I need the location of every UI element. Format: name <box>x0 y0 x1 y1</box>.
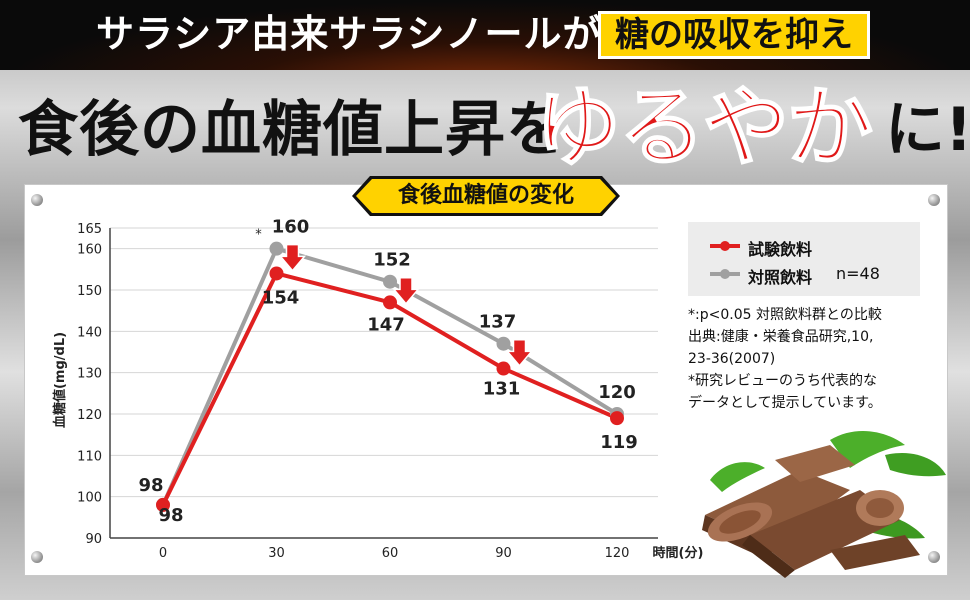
salacia-bark-image <box>702 430 946 578</box>
data-label-control: 120 <box>598 382 636 403</box>
y-tick-label: 150 <box>77 284 102 299</box>
badge-label: 食後血糖値の変化 <box>397 183 574 208</box>
data-label-control: 160 <box>272 217 310 238</box>
note-line: *:p<0.05 対照飲料群との比較 <box>688 307 882 323</box>
x-tick-label: 120 <box>605 546 630 561</box>
legend-test-dot <box>720 241 730 251</box>
data-label-control: 98 <box>138 475 163 496</box>
x-tick-label: 60 <box>382 546 399 561</box>
headline-accent: ゆるやか <box>534 77 874 179</box>
data-point-control <box>269 241 284 256</box>
legend: 試験飲料 対照飲料 n=48 <box>688 222 920 296</box>
data-point-control <box>383 274 397 289</box>
data-label-test: 98 <box>158 505 183 526</box>
banner-highlight: 糖の吸収を抑え <box>598 11 870 59</box>
note-line: *研究レビューのうち代表的な <box>688 373 877 389</box>
data-point-test <box>496 361 511 376</box>
data-point-test <box>383 295 397 310</box>
y-tick-label: 130 <box>77 367 102 382</box>
legend-markers <box>710 241 740 279</box>
legend-control-dot <box>720 269 730 279</box>
y-tick-label: 140 <box>77 325 102 340</box>
data-label-test: 147 <box>367 314 405 335</box>
data-label-control: 137 <box>479 312 517 333</box>
data-point-test <box>269 266 284 281</box>
legend-test-label: 試験飲料 <box>748 240 813 259</box>
y-tick-label: 160 <box>77 243 102 258</box>
y-tick-label: 100 <box>77 491 102 506</box>
note-line: 出典:健康・栄養食品研究,10, <box>688 329 874 345</box>
screw-icon <box>31 194 43 206</box>
screw-icon <box>928 551 940 563</box>
x-axis-label: 時間(分) <box>653 545 704 561</box>
headline-part1: 食後の血糖値上昇を <box>18 95 567 165</box>
headline-part3: に! <box>885 95 970 165</box>
x-tick-label: 30 <box>268 546 285 561</box>
y-tick-label: 165 <box>77 222 102 237</box>
data-label-test: 131 <box>483 379 521 400</box>
y-tick-label: 110 <box>77 449 102 464</box>
x-tick-label: 90 <box>495 546 512 561</box>
data-label-control: 152 <box>373 250 411 271</box>
screw-icon <box>928 194 940 206</box>
data-label-test: 154 <box>262 287 300 308</box>
data-point-test <box>156 497 170 512</box>
data-point-test <box>610 411 624 426</box>
headline: 食後の血糖値上昇を ゆるやか に! <box>0 72 970 182</box>
data-point-control <box>496 336 511 351</box>
x-tick-label: 0 <box>159 546 167 561</box>
screw-icon <box>31 551 43 563</box>
note-line: データとして提示しています。 <box>688 395 882 411</box>
note-line: 23-36(2007) <box>688 351 776 367</box>
y-tick-label: 90 <box>85 532 102 547</box>
down-arrow-icon <box>278 243 307 272</box>
banner-text: サラシア由来サラシノールが <box>96 12 602 56</box>
y-axis-label: 血糖値(mg/dL) <box>52 332 68 428</box>
y-tick-label: 120 <box>77 408 102 423</box>
down-arrow-icon <box>392 276 420 305</box>
chart-badge: 食後血糖値の変化 <box>352 176 620 216</box>
top-banner: サラシア由来サラシノールが 糖の吸収を抑え <box>0 0 970 70</box>
legend-control-label: 対照飲料 <box>748 268 813 287</box>
down-arrow-icon <box>505 338 534 367</box>
legend-n-label: n=48 <box>836 264 880 283</box>
data-label-test: 119 <box>600 432 638 453</box>
study-note: *:p<0.05 対照飲料群との比較 出典:健康・栄養食品研究,10, 23-3… <box>688 304 958 414</box>
badge-shape <box>352 176 620 216</box>
significance-annotation: * <box>255 228 262 243</box>
